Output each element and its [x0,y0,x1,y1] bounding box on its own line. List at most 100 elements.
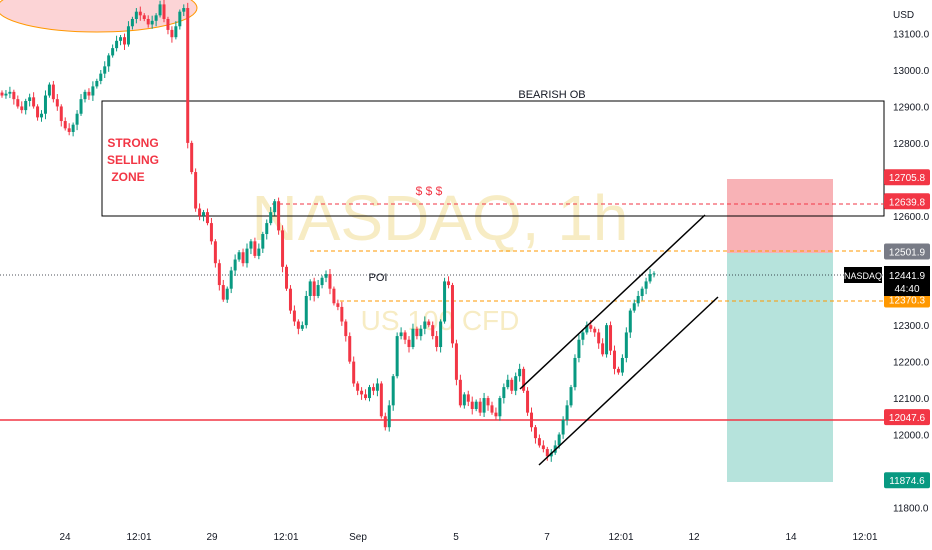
y-tick-label: 11800.0 [893,503,929,514]
candle-body [265,223,269,235]
candle-body [174,26,178,38]
candle-body [229,270,233,289]
candle-body [217,263,221,286]
candle-body [352,361,356,384]
candle-body [115,40,119,49]
liquidity-label: $ $ $ [416,184,443,198]
level-tag-support [884,409,930,426]
candle-body [12,91,16,100]
candle-body [281,230,285,267]
candle-body [67,128,71,132]
candle-body [360,390,364,395]
y-tick-label: 13000.0 [893,66,930,77]
candle-body [395,336,399,377]
candle-body [261,234,265,249]
x-tick-label: 12:01 [273,532,298,543]
candle-body [146,18,150,25]
candle-body [95,80,99,87]
y-tick-label: 12200.0 [893,358,930,369]
candle-body [573,357,577,388]
x-tick-label: 7 [544,532,550,543]
candle-body [490,405,494,413]
candle-body [134,11,138,19]
candle-body [312,281,316,296]
candle-body [423,321,427,329]
candle-body [51,84,55,100]
candle-body [632,303,636,311]
reward-zone [727,253,833,482]
x-tick-label: 12 [688,532,700,543]
candle-body [24,100,28,111]
candle-body [126,26,130,45]
price-axis: USD 13100.0 13000.0 12900.0 12800.0 12600.0 1… [844,10,930,514]
candle-body [557,434,561,446]
candle-body [549,452,553,457]
x-tick-label: 12:01 [126,532,151,543]
level-tag-liquidity [884,193,930,210]
candle-body [561,419,565,435]
candle-body [494,412,498,417]
candle-body [407,339,411,348]
candle-body [273,201,277,213]
last-price-tag: 12441.9 44:40 [884,266,930,296]
candle-body [514,376,518,391]
candle-body [533,427,537,439]
candle-body [209,223,213,242]
strong-selling-line2: SELLING [107,153,159,167]
level-tag-target [884,472,930,489]
candle-body [628,310,632,333]
candle-body [269,212,273,224]
candle-body [103,66,107,74]
candle-body [43,95,47,114]
last-price-value: 12441.9 [889,271,926,282]
candle-body [415,328,419,337]
candle-body [4,93,8,96]
candle-body [612,350,616,369]
candle-body [565,405,569,420]
candle-body [63,121,67,129]
candle-body [581,332,585,340]
candle-body [190,142,194,173]
candle-body [478,401,482,413]
candle-body [320,277,324,286]
candle-body [111,48,115,56]
candle-body [518,368,522,377]
candle-body [375,383,379,391]
candle-body [530,412,534,428]
candle-body [300,325,304,329]
candle-body [304,295,308,326]
x-tick-label: 29 [206,532,218,543]
candle-body [474,401,478,409]
candle-body [166,18,170,30]
symbol-tag-bg [844,267,882,283]
candle-body [221,285,225,300]
candle-body [308,281,312,296]
candle-body [458,379,462,406]
candle-body [356,383,360,391]
candle-body [419,328,423,337]
candle-body [383,416,387,428]
candle-body [522,368,526,391]
candle-body [324,274,328,278]
candle-body [296,321,300,329]
x-tick-label: Sep [349,532,367,543]
candle-body [605,325,609,355]
candle-body [225,288,229,300]
channel-lower [538,296,719,466]
candle-body [237,252,241,260]
candle-body [162,4,166,19]
candle-body [537,438,541,446]
candle-body [589,325,593,329]
level-tag-target-text: 11874.6 [889,476,925,487]
candle-body [40,113,44,118]
candle-body [510,379,514,391]
level-tag-entry [884,243,930,260]
candle-body [454,343,458,380]
watermark-title: NASDAQ, 1h [251,182,628,254]
candle-body [202,212,206,216]
y-tick-label: 12800.0 [893,139,930,150]
candle-body [348,336,352,362]
candle-body [36,106,40,118]
candle-body [87,91,91,96]
candle-body [107,55,111,67]
